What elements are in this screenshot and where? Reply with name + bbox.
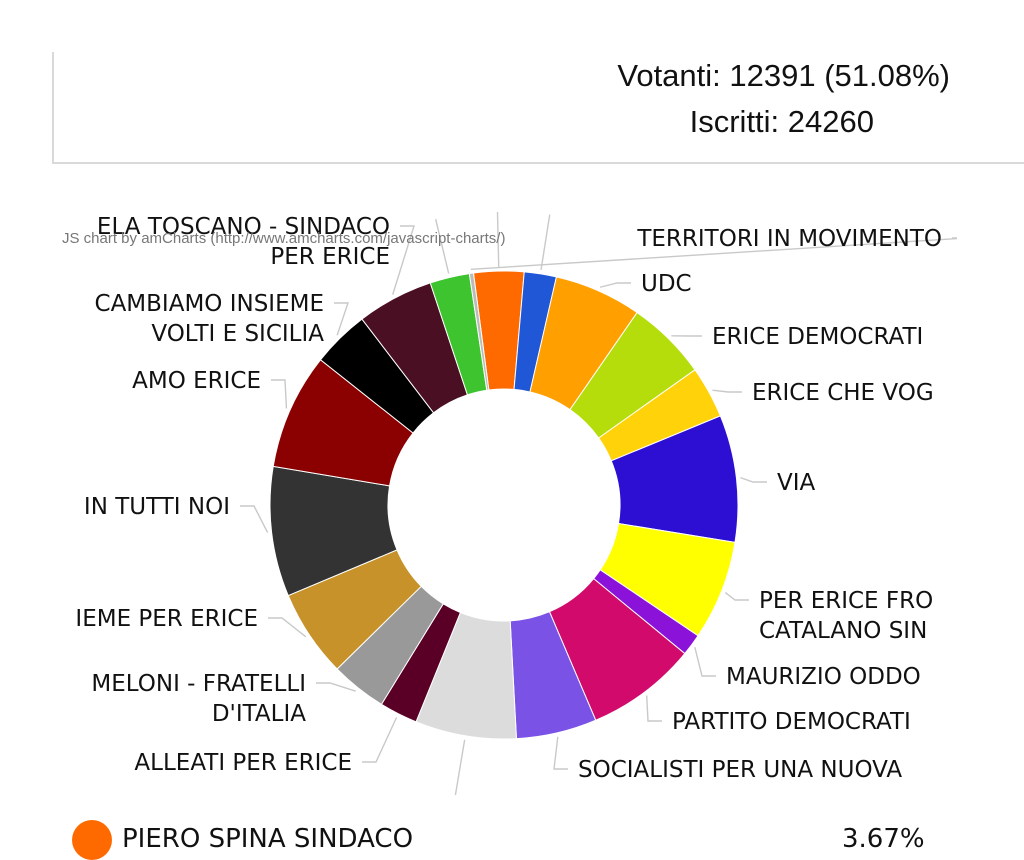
slice-label: MELONI - FRATELLI	[91, 671, 306, 697]
donut-chart: UDC ERICE DEMOCRATI ERICE CHE VOG VIA PER ER…	[0, 0, 1024, 836]
legend-item[interactable]: PIERO SPINA SINDACO 3.67%	[72, 818, 972, 858]
label-tick	[647, 695, 662, 721]
slice-label: UDC	[641, 271, 692, 297]
slice-label: D'ITALIA	[212, 701, 306, 727]
slice-label: PER ERICE FRO	[759, 588, 933, 614]
slice-label: IN TUTTI NOI	[84, 494, 230, 520]
slice-label: AMO ERICE	[132, 368, 261, 394]
slice-label: SOCIALISTI PER UNA NUOVA	[578, 757, 902, 783]
legend-marker	[72, 820, 112, 860]
slice-label: TERRITORI IN MOVIMENTO	[636, 226, 942, 252]
label-tick	[455, 740, 464, 795]
label-tick	[695, 647, 716, 676]
slice-label: VIA	[777, 470, 816, 496]
label-tick	[725, 593, 749, 600]
label-tick	[541, 215, 550, 270]
slice-label: VOLTI E SICILIA	[151, 321, 324, 347]
label-tick	[554, 737, 568, 769]
slice-label: CATALANO SIN	[759, 618, 927, 644]
label-tick	[240, 506, 268, 532]
slice-label: PER ERICE	[270, 244, 390, 270]
legend-percent: 3.67%	[842, 824, 925, 854]
legend-label: PIERO SPINA SINDACO	[122, 824, 413, 854]
slice-label: ALLEATI PER ERICE	[134, 750, 352, 776]
label-tick	[600, 283, 631, 287]
slice-label: ERICE DEMOCRATI	[712, 324, 923, 350]
label-tick	[334, 303, 348, 335]
label-tick	[740, 478, 767, 482]
label-tick	[271, 380, 286, 408]
slice-label: MAURIZIO ODDO	[726, 664, 921, 690]
label-tick	[712, 390, 742, 392]
chart-slices	[270, 271, 738, 739]
slice-label: IEME PER ERICE	[75, 606, 258, 632]
chart-credit-link[interactable]: JS chart by amCharts (http://www.amchart…	[62, 230, 505, 247]
slice-label: PARTITO DEMOCRATI	[672, 709, 911, 735]
slice-label: CAMBIAMO INSIEME	[95, 291, 324, 317]
label-tick	[362, 717, 397, 762]
label-tick	[316, 683, 356, 691]
slice-label: ERICE CHE VOG	[752, 380, 934, 406]
